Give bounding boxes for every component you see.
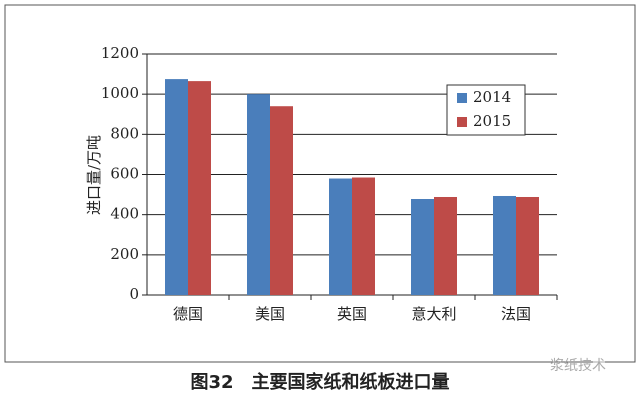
watermark: 浆纸技术 xyxy=(550,358,606,374)
y-tick-label: 1200 xyxy=(101,44,139,62)
y-tick-label: 1000 xyxy=(101,84,139,102)
bar xyxy=(329,178,352,295)
bar xyxy=(270,106,293,295)
x-tick-label: 德国 xyxy=(173,305,203,323)
y-tick-label: 600 xyxy=(110,165,139,183)
legend-label: 2014 xyxy=(473,88,511,106)
bar xyxy=(516,196,539,295)
bar xyxy=(411,199,434,295)
x-tick-label: 美国 xyxy=(255,305,285,323)
y-tick-label: 0 xyxy=(129,285,139,303)
bar xyxy=(188,81,211,295)
chart-frame xyxy=(4,4,636,363)
x-tick-label: 英国 xyxy=(337,305,367,323)
x-tick-label: 意大利 xyxy=(411,305,456,323)
y-tick-label: 800 xyxy=(110,124,139,142)
legend-label: 2015 xyxy=(473,112,511,130)
bar xyxy=(434,196,457,295)
bar xyxy=(165,79,188,296)
y-axis-label: 进口量/万吨 xyxy=(85,135,103,215)
y-tick-label: 400 xyxy=(110,205,139,223)
bar xyxy=(493,195,516,295)
legend-swatch xyxy=(457,93,467,103)
y-tick-label: 200 xyxy=(110,245,139,263)
legend-swatch xyxy=(457,117,467,127)
bar xyxy=(247,94,270,296)
x-tick-label: 法国 xyxy=(501,305,531,323)
bar xyxy=(352,177,375,295)
chart-title: 图32 主要国家纸和纸板进口量 xyxy=(190,371,449,393)
